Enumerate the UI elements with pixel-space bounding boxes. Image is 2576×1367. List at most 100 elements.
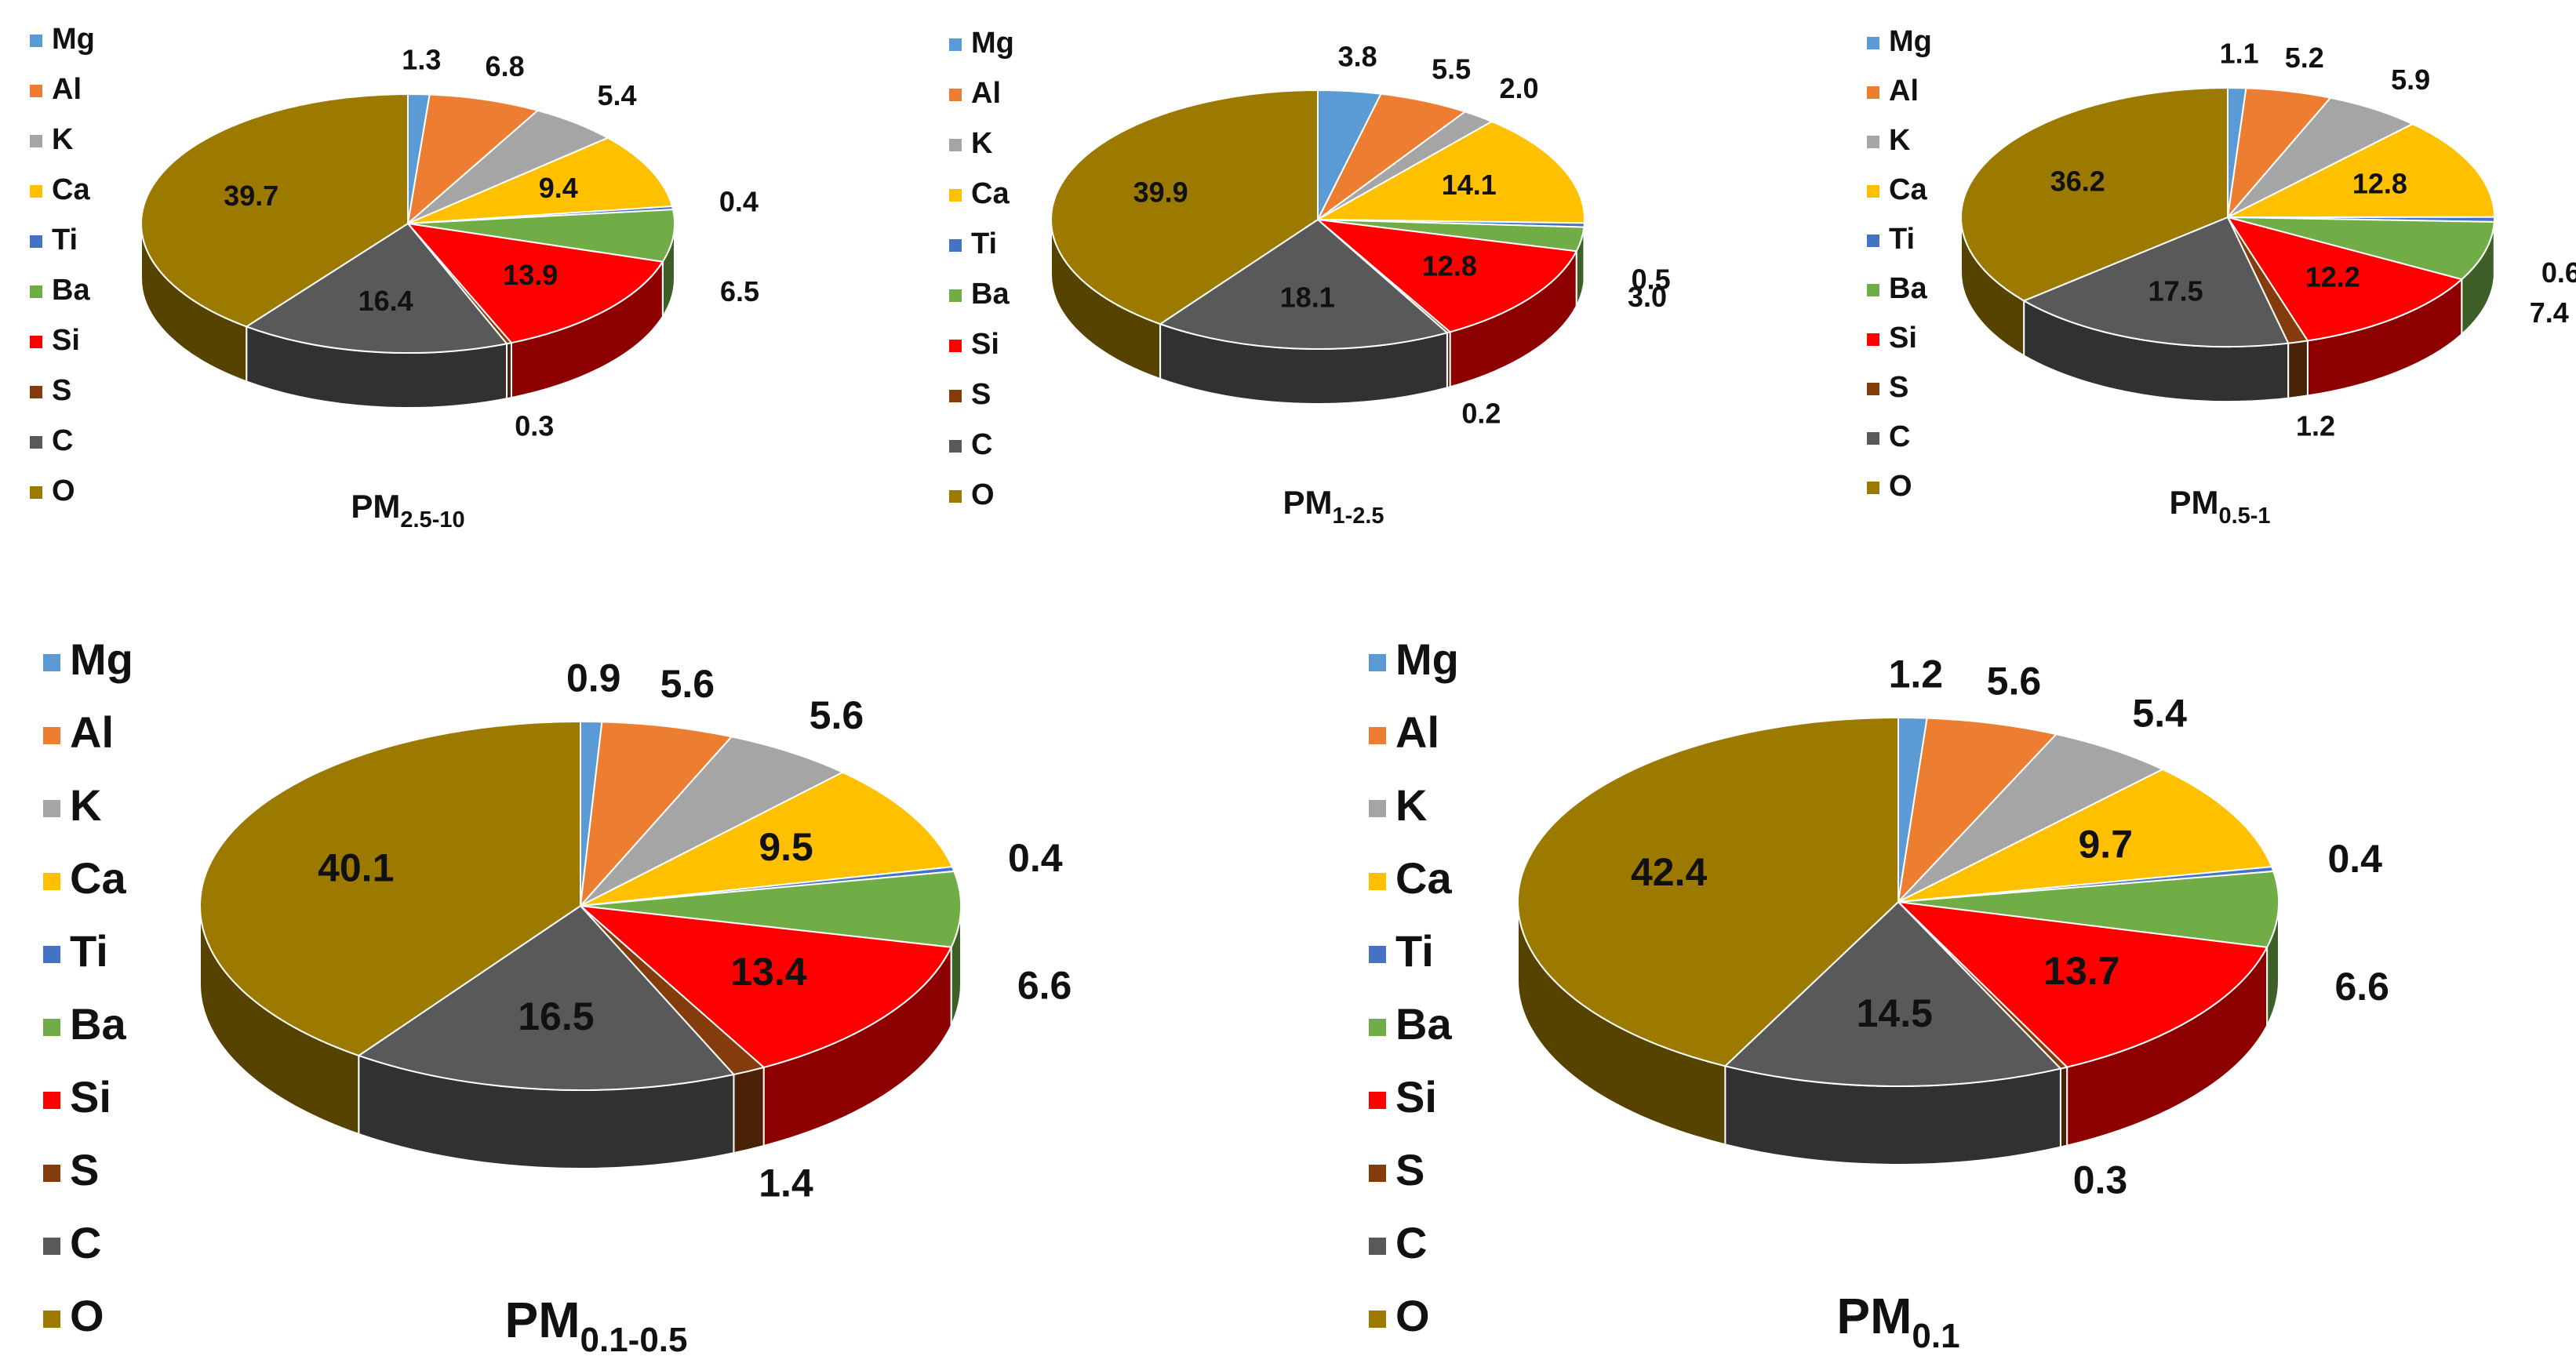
chart-0-slice-si (406, 222, 664, 344)
chart-1-legend-label-o: O (971, 478, 995, 511)
chart-3-legend-swatch-ca (43, 873, 60, 890)
chart-0-legend-swatch-c (30, 436, 42, 449)
chart-2-legend-swatch-o (1867, 482, 1879, 494)
chart-3-legend-label-ba: Ba (70, 999, 126, 1049)
chart-2-slice-side-s (2287, 340, 2309, 399)
chart-1-value-label-si: 12.8 (1422, 249, 1477, 282)
chart-0-legend-label-ti: Ti (52, 224, 78, 256)
chart-2-legend-label-c: C (1889, 420, 1910, 453)
chart-2-legend-swatch-al (1867, 86, 1879, 99)
chart-3-legend-swatch-al (43, 727, 60, 744)
chart-3-legend-swatch-si (43, 1092, 60, 1109)
chart-3-slice-k (580, 736, 845, 907)
chart-4-value-label-si: 13.7 (2043, 949, 2119, 993)
chart-4-title-main: PM (1836, 1288, 1912, 1344)
chart-2-slice-ba (2227, 216, 2495, 281)
chart-2-title-main: PM (2169, 484, 2218, 521)
chart-1-legend-label-c: C (971, 428, 992, 461)
chart-3-slice-al (579, 721, 733, 909)
chart-3-value-label-ba: 6.6 (1017, 964, 1072, 1008)
chart-0-legend-swatch-si (30, 336, 42, 348)
chart-4-legend-label-mg: Mg (1395, 634, 1459, 684)
chart-1-slice-ca (1315, 120, 1585, 224)
chart-2-legend-label-s: S (1889, 371, 1908, 404)
chart-3-slice-ca (580, 771, 954, 907)
chart-2-value-label-ca: 12.8 (2352, 167, 2407, 199)
chart-1-legend-swatch-ca (949, 189, 962, 202)
chart-0-slice-ca (407, 136, 674, 224)
chart-4-value-label-k: 5.4 (2132, 691, 2187, 735)
chart-4-value-label-o: 42.4 (1631, 850, 1708, 894)
chart-0-value-label-al: 6.8 (486, 50, 525, 82)
chart-2-legend-swatch-ca (1867, 185, 1879, 198)
chart-2-legend-swatch-ba (1867, 284, 1879, 296)
chart-1-legend-label-k: K (971, 127, 993, 160)
chart-2-slice-o (1960, 86, 2229, 302)
chart-3-legend-label-k: K (70, 780, 101, 830)
chart-3-legend-swatch-mg (43, 654, 60, 671)
chart-1-value-label-s: 0.2 (1461, 397, 1501, 429)
chart-0-legend-label-mg: Mg (52, 23, 95, 56)
chart-3-value-label-o: 40.1 (318, 846, 394, 890)
chart-3-legend-label-ti: Ti (70, 926, 108, 976)
chart-3-legend-label-al: Al (70, 707, 114, 757)
chart-1-value-label-ti: 0.5 (1632, 263, 1671, 295)
chart-3-slice-c (357, 904, 736, 1091)
chart-2-value-label-ba: 7.4 (2530, 296, 2569, 329)
chart-1-legend-swatch-s (949, 390, 962, 402)
chart-2-slice-k (2227, 96, 2414, 218)
chart-2-legend-label-k: K (1889, 124, 1911, 157)
chart-3-legend-swatch-k (43, 800, 60, 817)
chart-2-legend-label-al: Al (1889, 75, 1919, 107)
chart-3-legend-swatch-ba (43, 1019, 60, 1036)
chart-1-title-subscript: 1-2.5 (1332, 504, 1384, 529)
chart-3-legend-label-si: Si (70, 1072, 111, 1122)
chart-4-legend-label-ti: Ti (1395, 926, 1434, 976)
chart-0-slice-c (245, 222, 508, 354)
chart-1-legend-swatch-o (949, 490, 962, 503)
chart-4-slice-c (1723, 900, 2062, 1088)
chart-2-legend-label-si: Si (1889, 322, 1917, 354)
chart-4-legend-swatch-ba (1369, 1019, 1386, 1036)
chart-4-slice-ca (1897, 768, 2273, 903)
chart-1-legend-label-si: Si (971, 328, 999, 361)
chart-4-legend-swatch-ti (1369, 946, 1386, 963)
chart-3-legend-label-s: S (70, 1145, 99, 1194)
chart-3-legend-swatch-c (43, 1238, 60, 1255)
chart-0-value-label-si: 13.9 (503, 259, 558, 291)
chart-0-legend-swatch-ti (30, 235, 42, 248)
chart-3-value-label-al: 5.6 (660, 662, 715, 706)
chart-0-legend-swatch-ca (30, 185, 42, 198)
chart-4-legend-swatch-k (1369, 800, 1386, 817)
chart-4-legend-swatch-al (1369, 727, 1386, 744)
chart-4-legend-swatch-si (1369, 1092, 1386, 1109)
chart-3-legend-label-c: C (70, 1218, 101, 1267)
chart-4-slice-o (1517, 716, 1899, 1067)
chart-3-legend-label-mg: Mg (70, 634, 133, 684)
chart-1-value-label-al: 5.5 (1432, 53, 1471, 85)
chart-0-slice-ba (407, 209, 675, 263)
chart-1-slice-o (1050, 89, 1319, 325)
chart-0-legend-label-al: Al (52, 73, 82, 106)
chart-1-value-label-mg: 3.8 (1338, 41, 1377, 73)
chart-1-legend-swatch-si (949, 340, 962, 352)
chart-4-legend-swatch-o (1369, 1311, 1386, 1328)
chart-3-slice-ba (580, 870, 962, 948)
chart-1-legend-swatch-c (949, 440, 962, 453)
chart-1-slice-si (1315, 218, 1578, 333)
chart-4-value-label-ca: 9.7 (2079, 823, 2134, 867)
chart-2-value-label-mg: 1.1 (2220, 37, 2259, 69)
chart-2-slice-ca (2227, 122, 2496, 218)
chart-4-legend-label-c: C (1395, 1218, 1427, 1267)
chart-2-legend-swatch-ti (1867, 234, 1879, 247)
chart-2-legend-label-ba: Ba (1889, 272, 1927, 305)
chart-0-value-label-c: 16.4 (358, 285, 413, 317)
chart-1-title: PM1-2.5 (1283, 484, 1384, 529)
chart-1-legend-swatch-ba (949, 289, 962, 302)
chart-1-legend-label-s: S (971, 378, 991, 411)
chart-0-value-label-k: 5.4 (598, 79, 637, 111)
chart-1-legend-swatch-al (949, 89, 962, 101)
chart-2-legend-label-mg: Mg (1889, 25, 1932, 58)
chart-3-title-subscript: 0.1-0.5 (580, 1321, 688, 1359)
chart-4-title-subscript: 0.1 (1912, 1317, 1959, 1355)
